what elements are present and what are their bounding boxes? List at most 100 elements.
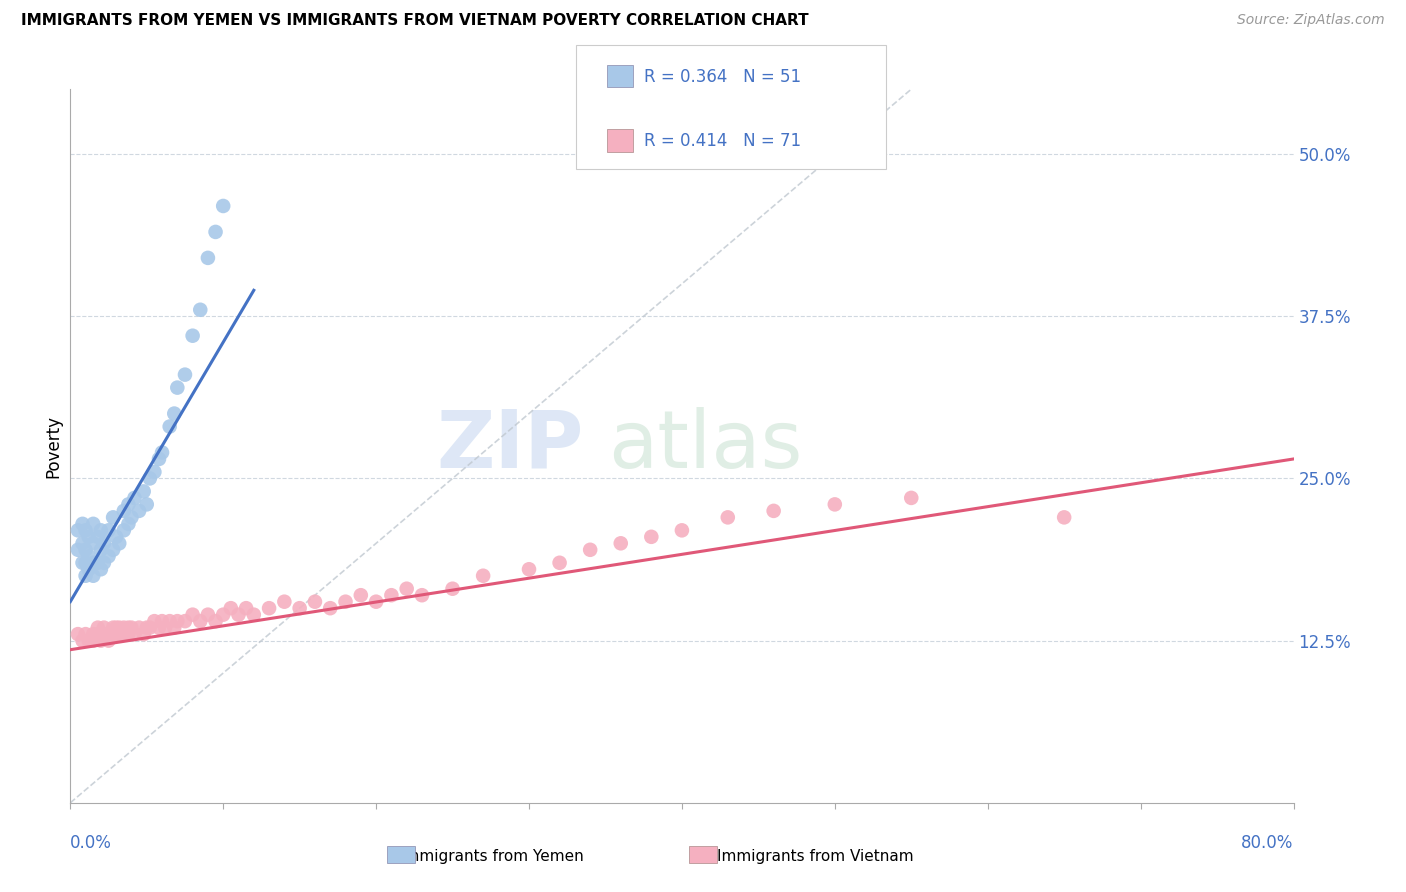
Text: 0.0%: 0.0%	[70, 834, 112, 852]
Point	[257, 601, 280, 615]
Point	[124, 491, 146, 505]
Text: ZIP: ZIP	[437, 407, 583, 485]
Point	[640, 530, 662, 544]
Point	[77, 530, 100, 544]
Point	[212, 199, 235, 213]
Text: R = 0.414   N = 71: R = 0.414 N = 71	[644, 132, 801, 150]
Point	[82, 633, 104, 648]
Point	[87, 627, 110, 641]
Point	[139, 471, 162, 485]
Point	[117, 621, 139, 635]
Point	[101, 621, 124, 635]
Point	[66, 542, 89, 557]
Point	[97, 549, 120, 564]
Point	[762, 504, 785, 518]
Y-axis label: Poverty: Poverty	[44, 415, 62, 477]
Point	[105, 621, 128, 635]
Point	[319, 601, 342, 615]
Point	[90, 633, 112, 648]
Text: IMMIGRANTS FROM YEMEN VS IMMIGRANTS FROM VIETNAM POVERTY CORRELATION CHART: IMMIGRANTS FROM YEMEN VS IMMIGRANTS FROM…	[21, 13, 808, 29]
Point	[143, 614, 166, 628]
Point	[166, 614, 188, 628]
Point	[72, 556, 94, 570]
Point	[181, 328, 204, 343]
Point	[181, 607, 204, 622]
Point	[112, 621, 135, 635]
Point	[66, 524, 89, 538]
Text: Immigrants from Yemen: Immigrants from Yemen	[401, 849, 583, 863]
Point	[235, 601, 257, 615]
Point	[121, 510, 143, 524]
Point	[153, 621, 176, 635]
Point	[82, 556, 104, 570]
Point	[97, 524, 120, 538]
Point	[93, 536, 115, 550]
Point	[75, 627, 97, 641]
Point	[75, 524, 97, 538]
Point	[72, 633, 94, 648]
Point	[228, 607, 250, 622]
Point	[380, 588, 402, 602]
Point	[243, 607, 266, 622]
Point	[335, 595, 357, 609]
Point	[204, 225, 226, 239]
Point	[72, 516, 94, 531]
Point	[82, 568, 104, 582]
Point	[75, 556, 97, 570]
Point	[112, 524, 135, 538]
Point	[77, 633, 100, 648]
Point	[197, 607, 219, 622]
Text: atlas: atlas	[609, 407, 803, 485]
Point	[75, 542, 97, 557]
Point	[128, 504, 150, 518]
Point	[304, 595, 326, 609]
Point	[395, 582, 418, 596]
Point	[548, 556, 571, 570]
Point	[132, 627, 155, 641]
Point	[90, 542, 112, 557]
Point	[135, 497, 157, 511]
Point	[112, 627, 135, 641]
Point	[75, 568, 97, 582]
Point	[121, 621, 143, 635]
Point	[150, 445, 173, 459]
Point	[87, 556, 110, 570]
Point	[87, 621, 110, 635]
Point	[97, 633, 120, 648]
Point	[90, 524, 112, 538]
Point	[90, 627, 112, 641]
Point	[150, 614, 173, 628]
Point	[87, 530, 110, 544]
Point	[166, 381, 188, 395]
Point	[212, 607, 235, 622]
Point	[900, 491, 922, 505]
Point	[82, 536, 104, 550]
Point	[108, 627, 131, 641]
Text: Source: ZipAtlas.com: Source: ZipAtlas.com	[1237, 13, 1385, 28]
Point	[143, 465, 166, 479]
Point	[273, 595, 295, 609]
Text: 80.0%: 80.0%	[1241, 834, 1294, 852]
Point	[148, 452, 170, 467]
Point	[82, 516, 104, 531]
Point	[72, 536, 94, 550]
Point	[97, 627, 120, 641]
Point	[717, 510, 740, 524]
Point	[108, 536, 131, 550]
Point	[117, 516, 139, 531]
Point	[159, 419, 181, 434]
Point	[197, 251, 219, 265]
Point	[579, 542, 602, 557]
Point	[288, 601, 311, 615]
Point	[101, 627, 124, 641]
Point	[139, 621, 162, 635]
Point	[472, 568, 495, 582]
Point	[108, 621, 131, 635]
Point	[128, 621, 150, 635]
Point	[124, 627, 146, 641]
Point	[105, 530, 128, 544]
Point	[93, 621, 115, 635]
Point	[77, 549, 100, 564]
Point	[219, 601, 242, 615]
Point	[350, 588, 373, 602]
